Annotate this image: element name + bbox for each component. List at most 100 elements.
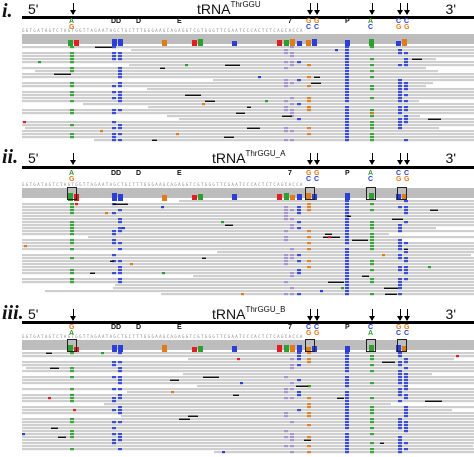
mismatch-mark [404,424,408,427]
deletion-mark [205,100,215,102]
deletion-mark [110,260,114,262]
coverage-bars [68,39,407,49]
aligned-read [22,245,474,248]
mismatch-mark [345,200,349,203]
mismatch-mark [345,254,349,257]
aligned-read [22,121,474,124]
mismatch-mark [307,397,311,400]
mismatch-mark [118,436,122,439]
aligned-read [214,451,474,454]
aligned-read [129,64,474,67]
aligned-read [22,272,474,275]
aligned-read [22,379,474,382]
mismatch-mark [404,421,408,424]
mismatch-mark [345,439,349,442]
position-arrow [70,3,76,15]
base-label-bottom: A [368,330,374,337]
coverage-mismatch [162,195,167,203]
mismatch-mark [290,52,294,55]
mismatch-mark [118,58,122,61]
mismatch-mark [290,209,294,212]
trna-isoacceptor: ThrGGU [230,0,261,10]
coverage-mismatch [232,346,237,354]
highlight-box [366,339,376,352]
base-label-top: C [368,324,374,331]
coverage-mismatch [396,345,401,353]
mismatch-mark [112,121,116,124]
mismatch-mark [345,79,349,82]
mismatch-mark [297,79,301,82]
mismatch-mark [345,130,349,133]
mismatch-mark [290,254,294,257]
panel-numeral: iii. [2,302,24,324]
mismatch-mark [370,109,374,112]
mismatch-mark [398,364,402,367]
mismatch-mark [112,112,116,115]
mismatch-mark [118,67,122,70]
mismatch-mark [345,118,349,121]
mismatch-mark [112,272,116,275]
coverage-mismatch [290,39,295,47]
coverage-mismatch [162,345,167,353]
coverage-mismatch [369,39,374,47]
mismatch-mark [404,257,408,260]
three-prime-label: 3' [445,306,456,322]
mismatch-mark [112,212,116,215]
mismatch-mark [398,266,402,269]
mismatch-mark [290,367,294,370]
mismatch-mark [307,133,311,136]
mismatch-mark [398,278,402,281]
mismatch-mark [370,97,374,100]
mismatch-mark [370,269,374,272]
mismatch-mark [284,376,288,379]
base-label-top: G [396,324,402,331]
deletion-mark [380,442,384,444]
mismatch-mark [398,239,402,242]
mismatch-mark [297,260,301,263]
mismatch-mark [290,103,294,106]
mismatch-mark [345,290,349,293]
mismatch-mark [290,46,294,49]
mismatch-mark [112,133,116,136]
mismatch-mark [404,278,408,281]
mismatch-mark [118,227,122,230]
mismatch-mark [398,79,402,82]
mismatch-mark [284,230,288,233]
mismatch-mark [70,448,74,451]
mismatch-mark [398,439,402,442]
mismatch-mark [398,91,402,94]
mismatch-mark [118,248,122,251]
aligned-read [22,364,474,367]
base-label-bottom: G [396,176,402,183]
mismatch-mark [307,209,311,212]
mismatch-mark [404,100,408,103]
mismatch-mark [398,230,402,233]
mismatch-mark [290,451,294,454]
aligned-read [26,367,474,370]
base-label-bottom: C [396,330,402,337]
aligned-read [22,239,401,242]
position-arrow [397,309,403,321]
aligned-read [22,448,474,451]
deletion-mark [170,379,179,381]
mismatch-mark [404,139,408,142]
mismatch-mark [70,233,74,236]
mismatch-mark [70,421,74,424]
coverage-mismatch [369,345,374,353]
coverage-mismatch [284,345,289,353]
mismatch-mark [398,293,402,296]
deletion-mark [404,248,408,250]
mismatch-mark [290,293,294,296]
deletion-mark [347,215,351,217]
mismatch-mark [345,73,349,76]
mismatch-mark [345,287,349,290]
mismatch-mark [345,406,349,409]
mismatch-mark [297,355,301,358]
stray-mismatch [48,397,51,400]
mismatch-mark [398,284,402,287]
mismatch-mark [284,415,288,418]
mismatch-mark [297,364,301,367]
region-label: DD [111,18,122,25]
mismatch-mark [345,121,349,124]
mismatch-mark [70,224,74,227]
